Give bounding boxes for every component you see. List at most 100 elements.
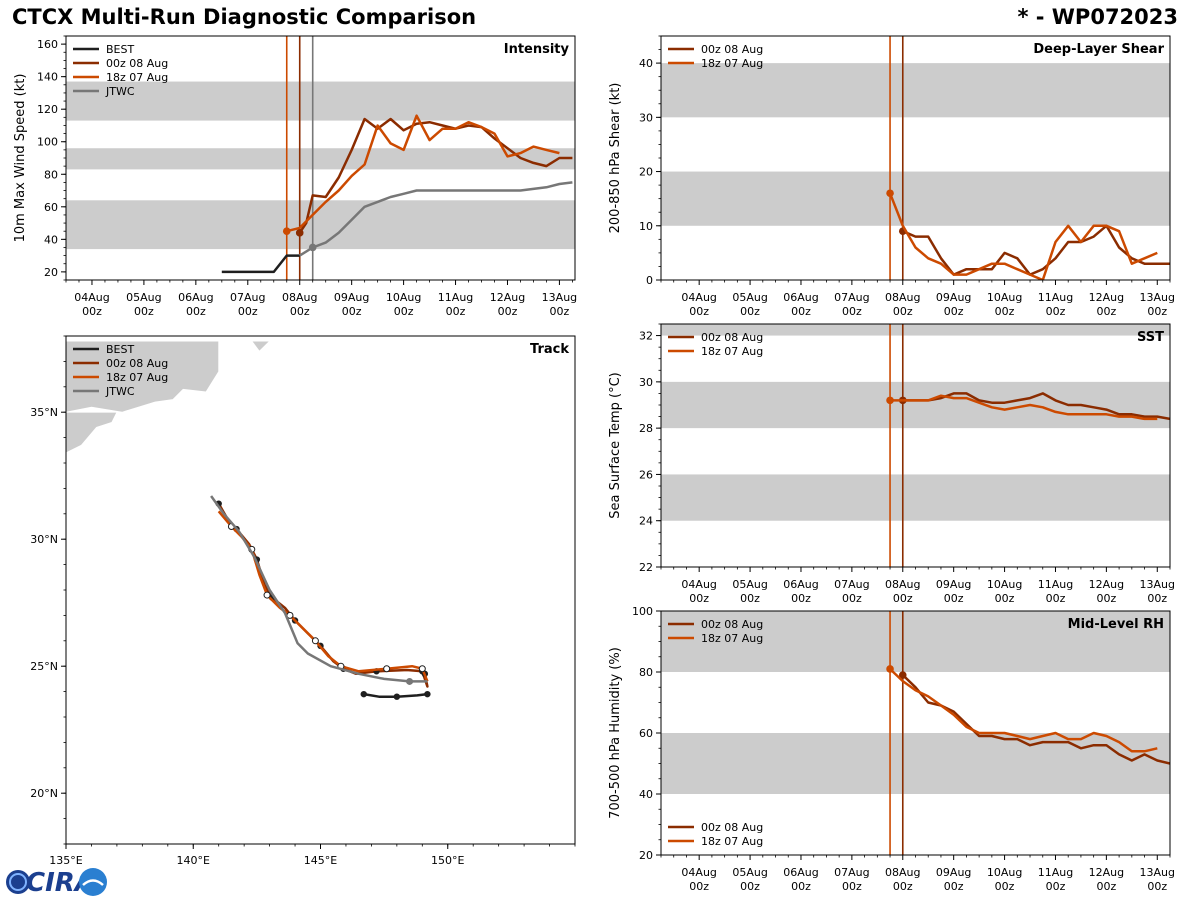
x-tick-label-hour: 00z xyxy=(689,592,709,605)
x-tick-label-hour: 00z xyxy=(842,880,862,893)
threshold-band xyxy=(661,733,1170,794)
x-tick-label-hour: 00z xyxy=(498,305,518,318)
x-tick-label-hour: 00z xyxy=(394,305,414,318)
legend-label: 18z 07 Aug xyxy=(701,57,763,70)
y-tick-label: 120 xyxy=(37,103,58,116)
y-tick-label: 40 xyxy=(639,57,653,70)
y-tick-label: 10 xyxy=(639,220,653,233)
x-tick-label-date: 07Aug xyxy=(834,291,869,304)
x-tick-label-date: 04Aug xyxy=(681,291,716,304)
wave-icon xyxy=(82,879,104,886)
x-tick-label-date: 09Aug xyxy=(334,291,369,304)
panel-title: Deep-Layer Shear xyxy=(1033,42,1164,57)
x-tick-label-date: 11Aug xyxy=(438,291,473,304)
x-tick-label-date: 06Aug xyxy=(783,291,818,304)
legend-label: BEST xyxy=(106,343,134,356)
x-tick-label-hour: 00z xyxy=(893,592,913,605)
panel-frame xyxy=(65,35,576,281)
legend-label: 00z 08 Aug xyxy=(106,57,168,70)
y-tick-label: 20 xyxy=(639,849,653,862)
track-point-run_18z xyxy=(418,665,426,673)
x-tick-label: 150°E xyxy=(431,854,464,867)
plot-area xyxy=(661,324,1170,567)
y-tick-label: 80 xyxy=(44,168,58,181)
plot-area xyxy=(66,36,575,280)
threshold-band xyxy=(661,171,1170,226)
threshold-band xyxy=(661,474,1170,521)
threshold-band xyxy=(66,148,575,170)
cira-logo: CIRA xyxy=(4,866,108,898)
x-tick-label-hour: 00z xyxy=(238,305,258,318)
series-line-run_00z xyxy=(902,224,1170,276)
track-point-best xyxy=(424,690,431,698)
panel-track: 135°E 140°E 145°E 150°E 20°N 25°N 30°N 35°N Trac… xyxy=(30,335,576,867)
x-tick-label: 145°E xyxy=(304,854,337,867)
threshold-band xyxy=(661,611,1170,672)
x-tick-label-date: 09Aug xyxy=(936,866,971,879)
track-line-run_18z xyxy=(217,510,429,682)
x-tick-label-date: 11Aug xyxy=(1038,578,1073,591)
x-tick-label-date: 04Aug xyxy=(681,866,716,879)
storm-id: * - WP072023 xyxy=(1017,5,1178,29)
legend-label: JTWC xyxy=(105,385,135,398)
track-point-best xyxy=(360,690,367,698)
y-tick-label: 20 xyxy=(44,266,58,279)
x-tick-label-hour: 00z xyxy=(791,305,811,318)
y-tick-label: 28 xyxy=(639,422,653,435)
threshold-band xyxy=(661,324,1170,336)
x-tick-label-date: 05Aug xyxy=(732,866,767,879)
legend-label: 18z 07 Aug xyxy=(701,345,763,358)
x-tick-label-hour: 00z xyxy=(944,592,964,605)
x-tick-label-hour: 00z xyxy=(342,305,362,318)
series-line-jtwc xyxy=(299,181,573,257)
legend-label: 18z 07 Aug xyxy=(701,835,763,848)
panel-title: Intensity xyxy=(504,42,570,57)
x-tick-label-date: 04Aug xyxy=(74,291,109,304)
legend-label: 18z 07 Aug xyxy=(106,71,168,84)
page-title: CTCX Multi-Run Diagnostic Comparison xyxy=(12,5,477,29)
y-tick-label: 30 xyxy=(639,376,653,389)
x-tick-label-date: 06Aug xyxy=(178,291,213,304)
y-tick-label: 0 xyxy=(646,274,653,287)
x-tick-label-hour: 00z xyxy=(740,305,760,318)
plot-area xyxy=(66,340,431,700)
x-tick-label-date: 06Aug xyxy=(783,578,818,591)
x-tick-label-hour: 00z xyxy=(944,880,964,893)
x-tick-label-hour: 00z xyxy=(1096,305,1116,318)
x-tick-label: 140°E xyxy=(177,854,210,867)
x-tick-label-hour: 00z xyxy=(842,592,862,605)
x-tick-label-date: 10Aug xyxy=(987,578,1022,591)
y-tick-label: 35°N xyxy=(30,406,58,419)
y-tick-label: 24 xyxy=(639,515,653,528)
panel-frame xyxy=(65,335,576,845)
y-axis-label: Sea Surface Temp (°C) xyxy=(608,372,623,519)
legend-label: BEST xyxy=(106,43,134,56)
x-tick-label-date: 13Aug xyxy=(1140,291,1175,304)
x-tick-label-date: 12Aug xyxy=(1089,291,1124,304)
x-tick-label-hour: 00z xyxy=(446,305,466,318)
threshold-band xyxy=(661,381,1170,429)
y-tick-label: 20 xyxy=(639,166,653,179)
init-marker-run_18z xyxy=(886,665,894,673)
x-tick-label-date: 10Aug xyxy=(987,866,1022,879)
y-tick-label: 140 xyxy=(37,71,58,84)
x-tick-label-hour: 00z xyxy=(1147,305,1167,318)
track-point-run_18z xyxy=(263,591,271,599)
x-tick-label-date: 08Aug xyxy=(885,291,920,304)
series-line-run_18z xyxy=(890,394,1158,421)
panel-sst: 04Aug00z05Aug00z06Aug00z07Aug00z08Aug00z… xyxy=(608,323,1175,605)
x-tick-label-hour: 00z xyxy=(791,592,811,605)
cira-logo-graphic: CIRA xyxy=(6,868,107,898)
satellite-badge-icon xyxy=(79,868,107,896)
y-tick-label: 80 xyxy=(639,666,653,679)
y-tick-label: 30 xyxy=(639,111,653,124)
track-point-best xyxy=(393,693,401,700)
legend-label: 00z 08 Aug xyxy=(701,821,763,834)
x-tick-label-date: 08Aug xyxy=(282,291,317,304)
y-tick-label: 160 xyxy=(37,38,58,51)
track-point-jtwc xyxy=(406,677,414,685)
init-marker-run_18z xyxy=(886,396,894,405)
init-marker-run_18z xyxy=(886,189,894,198)
